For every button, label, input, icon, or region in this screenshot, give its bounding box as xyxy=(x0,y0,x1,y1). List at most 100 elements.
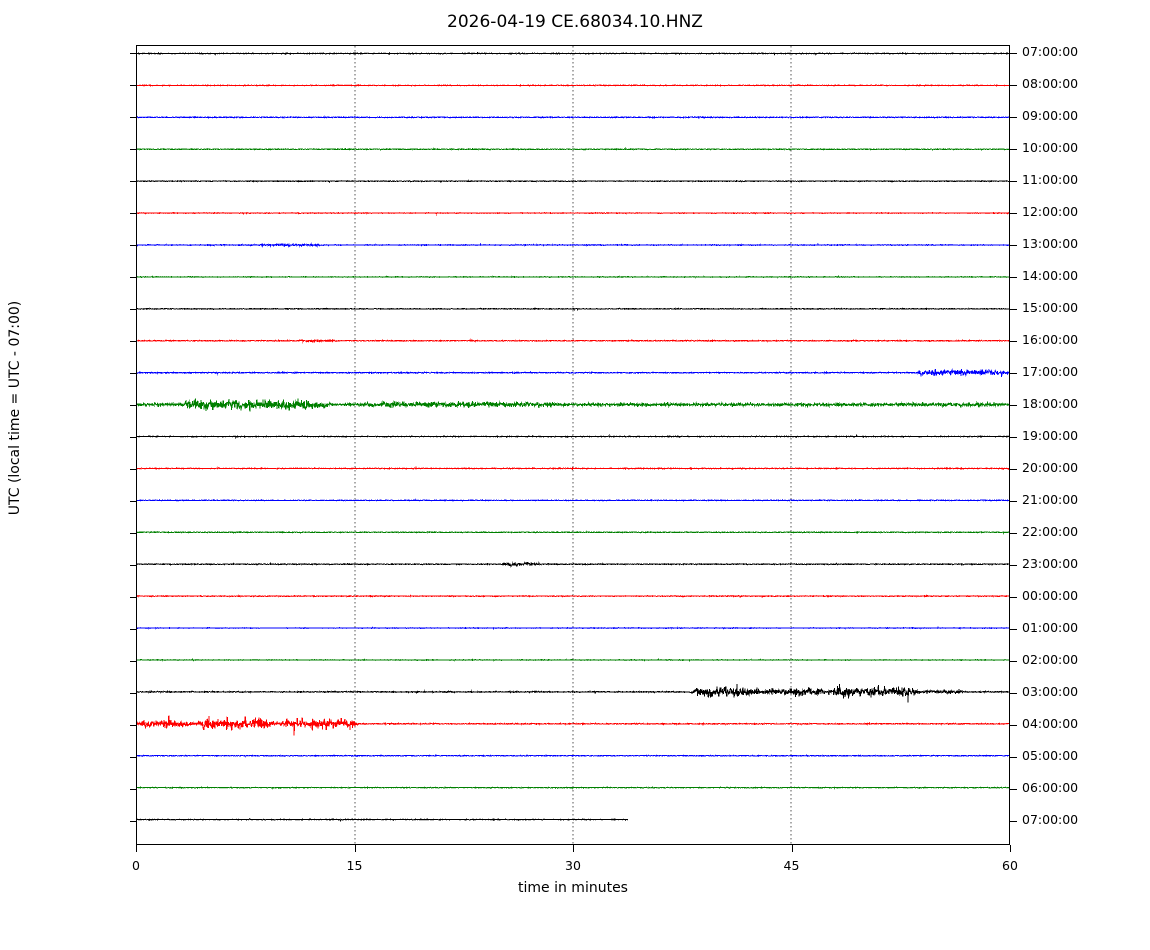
y-tick-right xyxy=(1010,84,1017,86)
y-tick-label-right: 08:00:00 xyxy=(1022,75,1079,91)
y-tick-right xyxy=(1010,372,1017,374)
y-tick-right xyxy=(1010,276,1017,278)
y-tick-label-right: 19:00:00 xyxy=(1022,427,1079,443)
y-tick-right xyxy=(1010,692,1017,694)
y-tick-label-right: 04:00:00 xyxy=(1022,715,1079,731)
seismic-trace xyxy=(137,819,628,821)
x-axis-label: time in minutes xyxy=(518,880,628,896)
y-tick-right xyxy=(1010,436,1017,438)
seismic-trace xyxy=(137,435,1009,437)
y-tick-label-right: 17:00:00 xyxy=(1022,363,1079,379)
seismic-trace xyxy=(137,181,1009,183)
y-tick-left xyxy=(130,596,137,598)
y-tick-label-right: 15:00:00 xyxy=(1022,299,1079,315)
plot-area xyxy=(136,45,1010,845)
seismic-trace xyxy=(137,659,1009,661)
y-tick-left xyxy=(130,244,137,246)
seismic-trace xyxy=(137,148,1009,150)
seismic-trace xyxy=(137,787,1009,789)
x-tick-mark xyxy=(573,845,574,852)
seismic-trace xyxy=(137,684,1009,702)
y-tick-left xyxy=(130,52,137,54)
seismic-trace xyxy=(137,627,1009,628)
seismic-trace xyxy=(137,596,1009,597)
y-tick-label-right: 03:00:00 xyxy=(1022,683,1079,699)
y-tick-left xyxy=(130,692,137,694)
y-tick-right xyxy=(1010,532,1017,534)
y-tick-left xyxy=(130,116,137,118)
y-tick-left xyxy=(130,468,137,470)
x-tick-mark xyxy=(136,845,137,852)
y-tick-right xyxy=(1010,148,1017,150)
seismic-trace xyxy=(137,85,1009,86)
x-tick-label: 45 xyxy=(783,858,800,873)
y-tick-left xyxy=(130,180,137,182)
x-tick-label: 0 xyxy=(132,858,140,873)
y-tick-left xyxy=(130,660,137,662)
y-tick-right xyxy=(1010,820,1017,822)
y-tick-right xyxy=(1010,180,1017,182)
y-tick-left xyxy=(130,532,137,534)
seismic-trace xyxy=(137,468,1009,470)
x-tick-mark xyxy=(354,845,356,852)
grid-layer xyxy=(137,46,1009,844)
y-tick-label-right: 10:00:00 xyxy=(1022,139,1079,155)
y-tick-left xyxy=(130,308,137,310)
y-tick-label-right: 21:00:00 xyxy=(1022,491,1079,507)
y-tick-right xyxy=(1010,500,1017,502)
y-tick-right xyxy=(1010,468,1017,470)
y-tick-label-right: 09:00:00 xyxy=(1022,107,1079,123)
seismic-trace xyxy=(137,755,1009,756)
y-tick-left xyxy=(130,212,137,214)
y-tick-label-right: 00:00:00 xyxy=(1022,587,1079,603)
y-tick-right xyxy=(1010,212,1017,214)
y-tick-right xyxy=(1010,596,1017,598)
y-tick-right xyxy=(1010,724,1017,726)
y-tick-right xyxy=(1010,788,1017,790)
y-tick-right xyxy=(1010,52,1017,54)
seismic-trace xyxy=(137,53,1009,55)
y-tick-right xyxy=(1010,628,1017,630)
y-tick-label-right: 01:00:00 xyxy=(1022,619,1079,635)
y-tick-label-right: 06:00:00 xyxy=(1022,779,1079,795)
y-tick-right xyxy=(1010,116,1017,118)
seismic-trace xyxy=(137,562,1009,566)
y-tick-left xyxy=(130,756,137,758)
y-tick-left xyxy=(130,500,137,502)
y-tick-label-right: 22:00:00 xyxy=(1022,523,1079,539)
y-tick-left xyxy=(130,148,137,150)
y-tick-left xyxy=(130,724,137,726)
y-tick-label-right: 14:00:00 xyxy=(1022,267,1079,283)
seismic-trace xyxy=(137,399,1009,412)
y-tick-left xyxy=(130,436,137,438)
seismic-trace xyxy=(137,340,1009,342)
y-tick-right xyxy=(1010,340,1017,342)
seismic-trace xyxy=(137,244,1009,246)
y-tick-label-right: 18:00:00 xyxy=(1022,395,1079,411)
y-tick-label-right: 02:00:00 xyxy=(1022,651,1079,667)
seismic-trace xyxy=(137,213,1009,214)
y-tick-label-right: 13:00:00 xyxy=(1022,235,1079,251)
y-tick-label-right: 07:00:00 xyxy=(1022,811,1079,827)
y-tick-label-right: 11:00:00 xyxy=(1022,171,1079,187)
x-tick-label: 30 xyxy=(565,858,581,873)
seismic-trace-layer xyxy=(137,46,1009,844)
y-tick-right xyxy=(1010,660,1017,662)
x-tick-mark xyxy=(1010,845,1011,852)
seismic-trace xyxy=(137,308,1009,310)
y-tick-left xyxy=(130,404,137,406)
y-tick-left xyxy=(130,788,137,790)
seismic-trace xyxy=(137,117,1009,118)
y-tick-left xyxy=(130,820,137,822)
y-tick-label-right: 07:00:00 xyxy=(1022,43,1079,59)
y-tick-left xyxy=(130,628,137,630)
seismic-trace xyxy=(137,500,1009,501)
y-tick-label-right: 05:00:00 xyxy=(1022,747,1079,763)
seismic-trace xyxy=(137,276,1009,277)
seismic-trace xyxy=(137,369,1009,377)
y-tick-left xyxy=(130,372,137,374)
x-tick-label: 15 xyxy=(346,858,363,873)
seismic-trace xyxy=(137,532,1009,534)
page-title: 2026-04-19 CE.68034.10.HNZ xyxy=(447,12,703,32)
